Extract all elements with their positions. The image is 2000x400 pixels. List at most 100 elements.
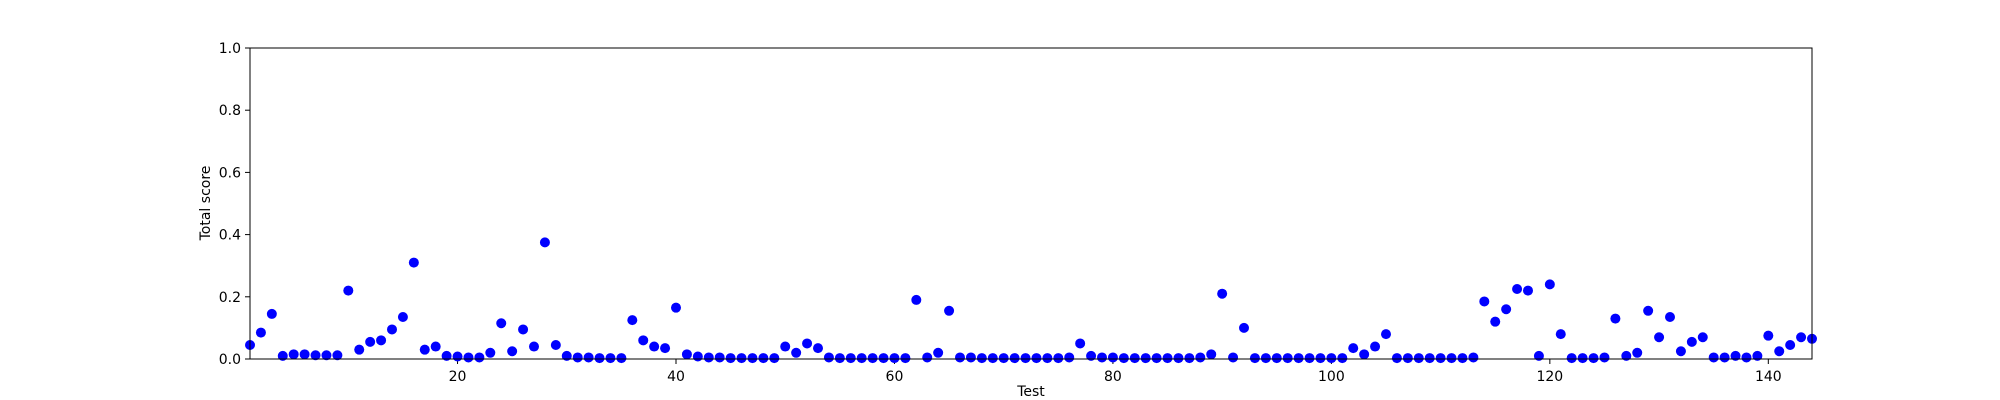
data-point [408,257,419,268]
data-point [1796,332,1807,343]
data-point [834,353,845,364]
data-point [1457,353,1468,364]
y-tick-label: 0.8 [219,103,241,119]
data-point [1544,279,1555,290]
data-point [365,336,376,347]
data-point [845,353,856,364]
data-point [1424,353,1435,364]
data-point [1555,329,1566,340]
data-point [1184,353,1195,364]
data-point [1490,316,1501,327]
x-tick-label: 60 [886,369,904,385]
data-point [507,346,518,357]
data-point [823,352,834,363]
data-point [747,353,758,364]
data-point [1249,353,1260,364]
data-point [1326,353,1337,364]
data-point [944,305,955,316]
data-point [1512,284,1523,295]
data-point [288,349,299,360]
data-point [1097,352,1107,363]
data-point [1195,352,1206,363]
plot-frame [249,47,1813,360]
data-point [900,353,911,364]
x-tick-label: 80 [1104,369,1122,385]
data-point [1370,341,1381,352]
data-point [911,294,922,305]
data-point [1741,352,1752,363]
x-tick-label: 120 [1536,369,1563,385]
data-point [583,352,594,363]
data-point [1009,353,1020,364]
data-point [1643,305,1654,316]
data-point [758,353,769,364]
data-point [681,349,692,360]
data-point [1086,350,1097,361]
data-point [922,352,933,363]
data-point [277,350,288,361]
data-point [889,353,900,364]
data-point [1730,350,1741,361]
data-point [332,350,343,361]
data-point [1228,352,1239,363]
data-point [692,351,703,362]
y-tick-label: 0.2 [219,290,241,306]
data-point [474,352,485,363]
y-tick-label: 0.6 [219,165,241,181]
data-point [1785,340,1796,351]
data-point [1588,353,1599,364]
data-point [561,350,572,361]
data-point [1621,350,1632,361]
data-point [1435,353,1446,364]
data-point [1763,330,1774,341]
data-point [616,353,627,364]
data-point [441,350,452,361]
x-axis-label: Test [1016,384,1045,400]
y-tick-label: 0.4 [219,228,241,244]
data-point [1315,353,1326,364]
data-point [539,237,550,248]
data-points [245,237,1817,364]
data-point [638,335,649,346]
data-point [1020,353,1031,364]
x-tick-label: 40 [667,369,685,385]
data-point [1031,353,1042,364]
x-tick-label: 100 [1318,369,1345,385]
data-point [1719,352,1730,363]
data-point [1348,343,1359,354]
data-point [1293,353,1304,364]
data-point [387,324,397,335]
y-tick-label: 1.0 [219,41,241,57]
data-point [1271,353,1282,364]
data-point [266,308,277,319]
data-point [1468,352,1479,363]
data-point [1151,353,1162,364]
data-point [1337,353,1348,364]
x-tick-label: 20 [449,369,467,385]
data-point [376,335,387,346]
data-point [769,353,780,364]
data-point [1075,338,1086,349]
data-point [1239,322,1249,333]
data-point [1632,347,1643,358]
data-point [1654,332,1665,343]
data-point [1064,352,1075,363]
data-point [1599,352,1610,363]
axis-ticks: 20 40 60 80 100 120 140 0.0 0.2 0.4 0.6 0.8 1.0 [219,41,1782,385]
data-point [725,353,736,364]
data-point [1391,353,1402,364]
data-point [856,353,867,364]
data-point [1217,288,1228,299]
data-point [867,353,878,364]
data-point [878,353,889,364]
data-point [1260,353,1271,364]
data-point [1566,353,1577,364]
data-point [998,353,1009,364]
data-point [736,353,747,364]
data-point [529,341,539,352]
data-point [660,343,671,354]
data-point [1206,349,1217,360]
data-point [649,341,660,352]
